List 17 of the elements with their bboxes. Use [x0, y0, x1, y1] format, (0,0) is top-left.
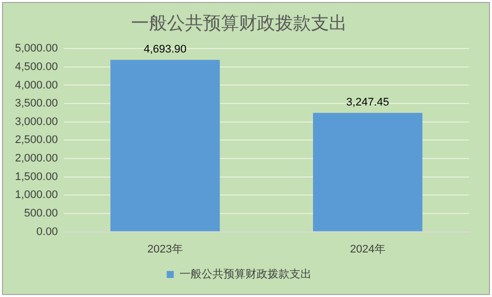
y-tick-label: 2,500.00 [14, 134, 58, 146]
y-tick-label: 5,000.00 [14, 42, 58, 55]
data-label: 3,247.45 [346, 96, 390, 108]
y-tick-label: 3,000.00 [14, 116, 58, 128]
y-tick-label: 1,500.00 [14, 170, 58, 183]
x-tick-label: 2023年 [147, 243, 183, 256]
y-tick-label: 2,000.00 [14, 152, 58, 165]
y-tick-label: 1,000.00 [14, 189, 58, 202]
x-tick-label: 2024年 [350, 243, 386, 256]
data-label: 4,693.90 [144, 43, 187, 56]
y-tick-label: 500.00 [24, 208, 58, 220]
legend-label: 一般公共预算财政拨款支出 [179, 268, 312, 281]
y-tick-label: 4,500.00 [14, 60, 58, 73]
y-tick-label: 0.00 [36, 226, 58, 238]
y-tick-label: 3,500.00 [14, 98, 58, 110]
chart-title: 一般公共预算财政拨款支出 [131, 12, 347, 33]
y-tick-label: 4,000.00 [14, 79, 58, 92]
